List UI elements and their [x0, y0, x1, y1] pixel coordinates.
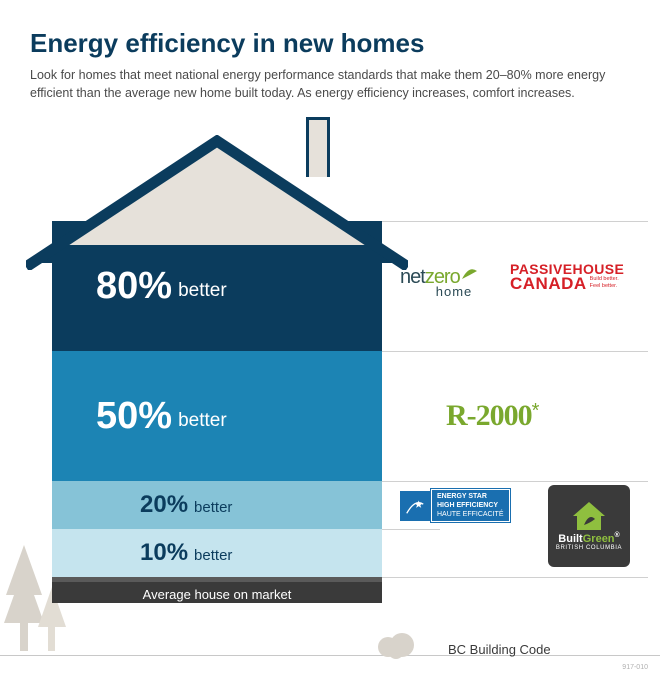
- diagram: 80% better 50% better 20% better 10% bet…: [0, 135, 660, 675]
- cert-builtgreen: BuiltGreen® BRITISH COLUMBIA: [548, 485, 630, 567]
- bush-icon: [376, 631, 416, 659]
- bar-10: 10% better: [52, 529, 382, 577]
- bar-label: better: [178, 270, 227, 302]
- divider: [382, 577, 648, 578]
- r2000-label: R-2000: [446, 399, 532, 432]
- house-shape: 80% better 50% better 20% better 10% bet…: [52, 135, 382, 675]
- divider: [382, 481, 648, 482]
- baseline-label: Average house on market: [143, 587, 292, 602]
- bar-label: better: [194, 542, 232, 564]
- bar-50: 50% better: [52, 351, 382, 481]
- bc-building-code: BC Building Code: [448, 642, 551, 657]
- divider: [382, 221, 648, 222]
- passive-tag1: Build better.: [590, 276, 619, 283]
- bar-stack: 80% better 50% better 20% better 10% bet…: [52, 221, 382, 603]
- cert-passivehouse: PASSIVEHOUSE CANADA Build better. Feel b…: [510, 263, 624, 292]
- bg-line2: BRITISH COLUMBIA: [556, 545, 622, 551]
- bar-pct: 20%: [140, 491, 188, 519]
- bar-20: 20% better: [52, 481, 382, 529]
- es-line3: HAUTE EFFICACITÉ: [437, 510, 504, 519]
- bar-label: better: [178, 400, 227, 432]
- bar-pct: 50%: [96, 395, 172, 438]
- roof-icon: [26, 135, 408, 270]
- star-swoosh-icon: [404, 495, 426, 517]
- divider: [382, 529, 440, 530]
- r2000-star: *: [532, 400, 540, 422]
- bar-pct: 10%: [140, 539, 188, 567]
- ground-line: [0, 655, 660, 656]
- divider: [382, 351, 648, 352]
- cert-netzero: netzero home: [400, 267, 478, 299]
- footnote: 917-010: [622, 664, 648, 671]
- passive-tag2: Feel better.: [590, 283, 619, 290]
- bar-label: better: [194, 494, 232, 516]
- cert-r2000: R-2000*: [446, 399, 539, 433]
- cert-energystar: ENERGY STAR HIGH EFFICIENCY HAUTE EFFICA…: [400, 489, 510, 522]
- house-leaf-icon: [572, 501, 606, 531]
- es-line1: ENERGY STAR: [437, 492, 504, 501]
- header: Energy efficiency in new homes Look for …: [0, 0, 660, 112]
- page-title: Energy efficiency in new homes: [30, 28, 630, 59]
- baseline-bar: Average house on market: [52, 577, 382, 603]
- es-line2: HIGH EFFICIENCY: [437, 501, 504, 510]
- page-subtitle: Look for homes that meet national energy…: [30, 67, 630, 102]
- bg-line1b: Green: [583, 533, 615, 545]
- bar-pct: 80%: [96, 265, 172, 308]
- leaf-icon: [460, 267, 478, 281]
- passive-line2: CANADA: [510, 276, 587, 292]
